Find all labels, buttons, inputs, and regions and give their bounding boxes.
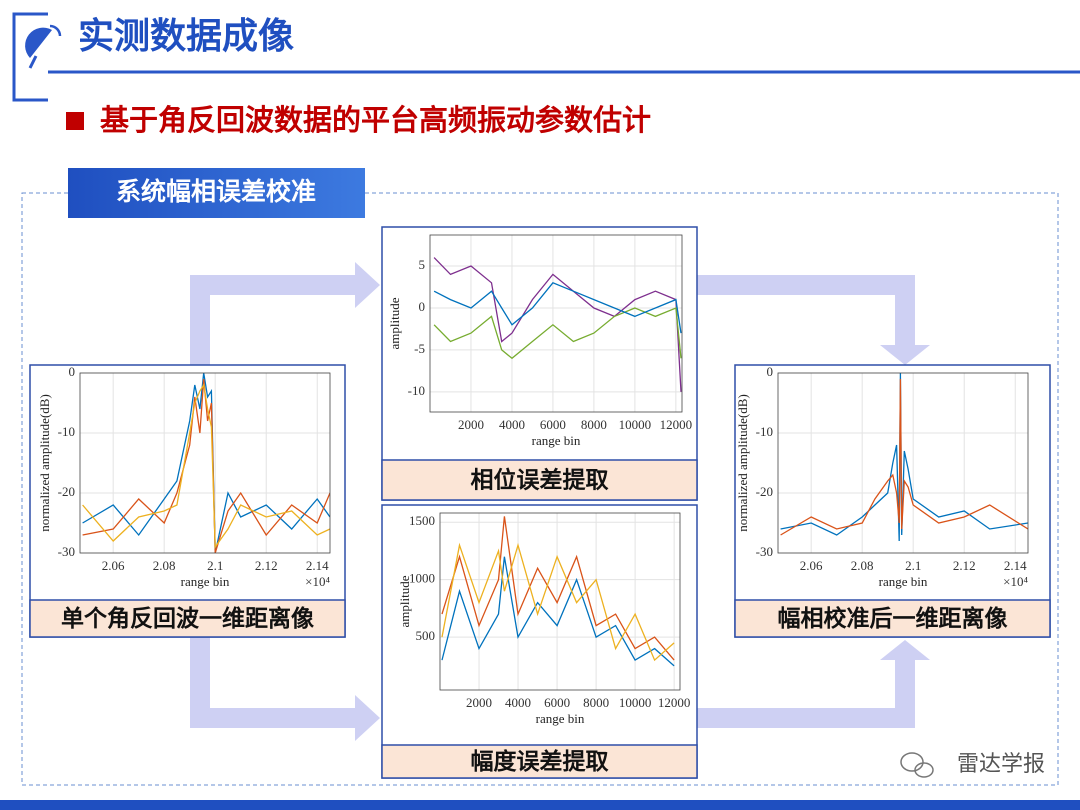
- x-tick-label: 12000: [660, 417, 693, 432]
- x-tick-label: 4000: [505, 695, 531, 710]
- y-axis-label: amplitude: [397, 575, 412, 627]
- axes-box: [429, 234, 683, 413]
- x-tick-label: 2.08: [851, 558, 874, 573]
- x-tick-label: 2.14: [1004, 558, 1027, 573]
- x-tick-label: 6000: [540, 417, 566, 432]
- watermark: 雷达学报: [957, 752, 1045, 777]
- subtitle: 基于角反回波数据的平台高频振动参数估计: [100, 103, 651, 137]
- x-tick-label: 2000: [466, 695, 492, 710]
- x-multiplier: ×10⁴: [1003, 574, 1028, 589]
- y-tick-label: 0: [767, 364, 774, 379]
- y-axis-label: normalized amplitude(dB): [37, 394, 52, 532]
- x-tick-label: 2.06: [102, 558, 125, 573]
- x-tick-label: 2.14: [306, 558, 329, 573]
- y-tick-label: -5: [414, 341, 425, 356]
- x-tick-label: 12000: [658, 695, 691, 710]
- y-axis-label: normalized amplitude(dB): [735, 394, 750, 532]
- caption-box: [381, 459, 698, 501]
- header-bracket: [12, 12, 48, 102]
- plot-area: [440, 513, 680, 690]
- caption-box: [29, 599, 346, 638]
- y-tick-label: -20: [58, 484, 75, 499]
- axes-box: [79, 372, 331, 554]
- y-tick-label: -20: [756, 484, 773, 499]
- caption-box: [381, 744, 698, 779]
- y-tick-label: 500: [416, 628, 436, 643]
- y-tick-label: -10: [756, 424, 773, 439]
- x-tick-label: 4000: [499, 417, 525, 432]
- panel-caption: 相位误差提取: [471, 467, 609, 494]
- bullet: [66, 112, 84, 130]
- flow-arrows: [190, 262, 930, 741]
- plot-area: [778, 373, 1028, 553]
- axes-box: [777, 372, 1029, 554]
- section-label: 系统幅相误差校准: [116, 177, 316, 206]
- series-line: [82, 383, 330, 549]
- x-axis-label: range bin: [181, 574, 230, 589]
- panel-caption: 单个角反回波一维距离像: [61, 605, 315, 632]
- series-line: [433, 257, 682, 392]
- x-tick-label: 8000: [581, 417, 607, 432]
- y-tick-label: -30: [58, 544, 75, 559]
- y-tick-label: 1500: [409, 513, 435, 528]
- series-line: [433, 307, 682, 360]
- y-axis-label: amplitude: [387, 297, 402, 349]
- x-tick-label: 2.06: [800, 558, 823, 573]
- y-tick-label: 5: [419, 257, 426, 272]
- x-multiplier: ×10⁴: [305, 574, 330, 589]
- panel-caption: 幅相校准后一维距离像: [778, 605, 1009, 632]
- x-tick-label: 2.12: [953, 558, 976, 573]
- watermark-icon: [900, 752, 934, 778]
- axes-box: [439, 512, 681, 691]
- y-tick-label: 0: [419, 299, 426, 314]
- panel-caption: 幅度误差提取: [471, 748, 609, 775]
- x-tick-label: 2.08: [153, 558, 176, 573]
- y-tick-label: 0: [69, 364, 76, 379]
- plot-area: [430, 235, 682, 412]
- page-title: 实测数据成像: [78, 16, 294, 57]
- footer-bar: [0, 800, 1080, 810]
- y-tick-label: 1000: [409, 571, 435, 586]
- x-tick-label: 6000: [544, 695, 570, 710]
- x-axis-label: range bin: [532, 433, 581, 448]
- x-tick-label: 10000: [619, 695, 652, 710]
- x-axis-label: range bin: [536, 711, 585, 726]
- x-tick-label: 2.1: [905, 558, 921, 573]
- plot-area: [80, 373, 330, 553]
- x-tick-label: 8000: [583, 695, 609, 710]
- series-line: [780, 378, 1028, 536]
- x-tick-label: 2000: [458, 417, 484, 432]
- y-tick-label: -10: [408, 383, 425, 398]
- y-tick-label: -10: [58, 424, 75, 439]
- logo-icon: [25, 24, 62, 69]
- series-line: [433, 282, 682, 334]
- section-label-box: [68, 168, 365, 218]
- series-line: [441, 556, 675, 667]
- x-tick-label: 10000: [619, 417, 652, 432]
- caption-box: [734, 599, 1051, 638]
- x-tick-label: 2.1: [207, 558, 223, 573]
- y-tick-label: -30: [756, 544, 773, 559]
- x-tick-label: 2.12: [255, 558, 278, 573]
- series-line: [82, 373, 330, 553]
- x-axis-label: range bin: [879, 574, 928, 589]
- dashed-frame: [21, 192, 1059, 786]
- series-line: [441, 542, 675, 662]
